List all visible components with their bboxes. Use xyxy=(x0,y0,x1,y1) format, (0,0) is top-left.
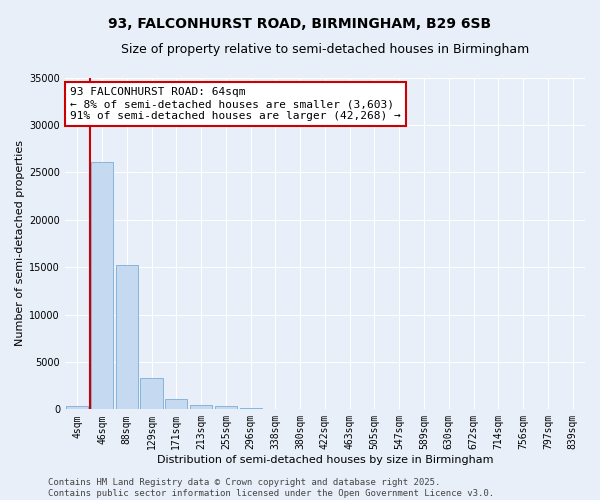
Text: 93 FALCONHURST ROAD: 64sqm
← 8% of semi-detached houses are smaller (3,603)
91% : 93 FALCONHURST ROAD: 64sqm ← 8% of semi-… xyxy=(70,88,401,120)
X-axis label: Distribution of semi-detached houses by size in Birmingham: Distribution of semi-detached houses by … xyxy=(157,455,493,465)
Bar xyxy=(239,408,262,410)
Y-axis label: Number of semi-detached properties: Number of semi-detached properties xyxy=(15,140,25,346)
Title: Size of property relative to semi-detached houses in Birmingham: Size of property relative to semi-detach… xyxy=(121,42,529,56)
Text: Contains HM Land Registry data © Crown copyright and database right 2025.
Contai: Contains HM Land Registry data © Crown c… xyxy=(48,478,494,498)
Bar xyxy=(66,406,88,409)
Bar xyxy=(215,406,237,410)
Bar xyxy=(140,378,163,410)
Text: 93, FALCONHURST ROAD, BIRMINGHAM, B29 6SB: 93, FALCONHURST ROAD, BIRMINGHAM, B29 6S… xyxy=(109,18,491,32)
Bar xyxy=(91,162,113,410)
Bar xyxy=(190,404,212,409)
Bar xyxy=(165,400,187,409)
Bar xyxy=(116,265,138,410)
